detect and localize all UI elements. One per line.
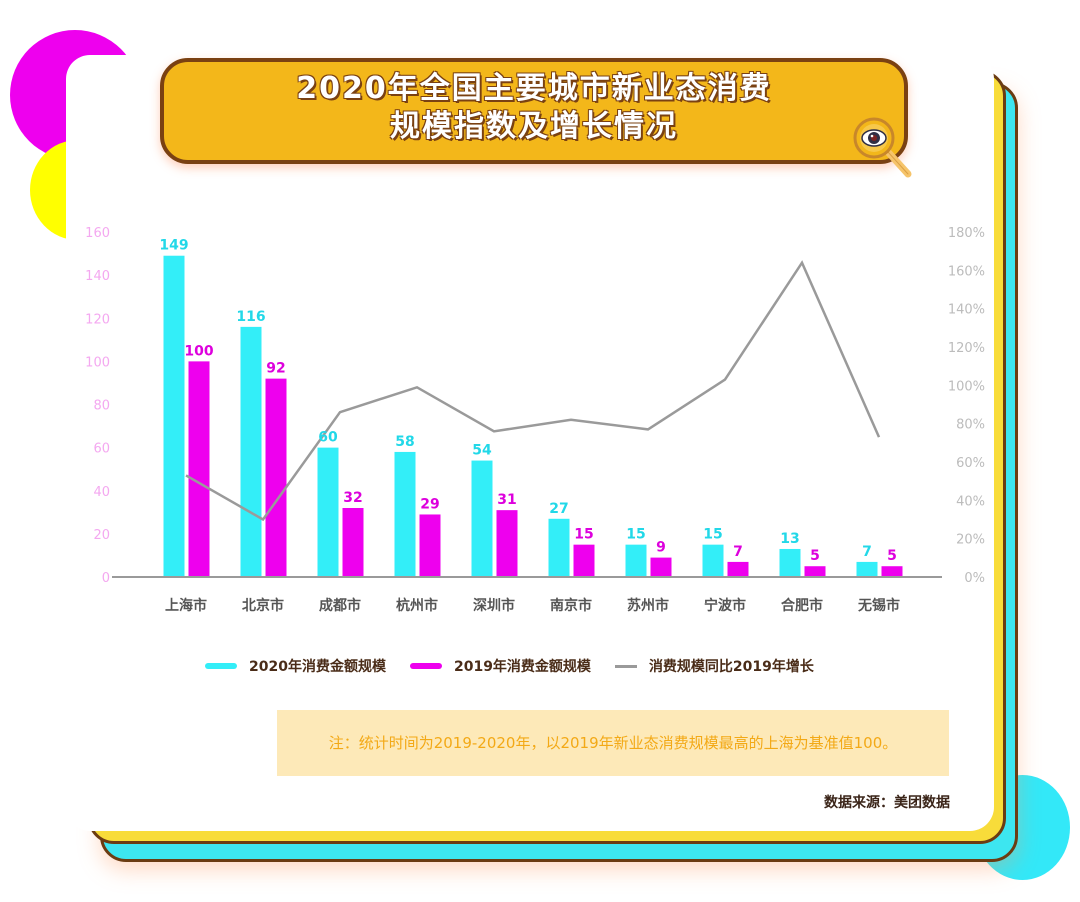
bar-2019 bbox=[265, 378, 287, 577]
bar-2020 bbox=[394, 451, 416, 577]
bar-2020 bbox=[625, 544, 647, 577]
bar-2020 bbox=[317, 447, 339, 577]
bar-label-2019: 9 bbox=[656, 540, 666, 556]
bar-label-2019: 31 bbox=[497, 492, 516, 508]
bar-label-2019: 29 bbox=[420, 496, 439, 512]
x-axis-label: 合肥市 bbox=[781, 597, 823, 614]
x-axis-label: 深圳市 bbox=[473, 597, 515, 614]
legend-swatch-2020 bbox=[205, 663, 237, 669]
legend-label-2019: 2019年消费金额规模 bbox=[453, 659, 591, 675]
bar-2019 bbox=[419, 514, 441, 577]
bar-label-2020: 13 bbox=[780, 531, 799, 547]
title-line-1: 2020年全国主要城市新业态消费 bbox=[296, 71, 772, 106]
bar-label-2019: 32 bbox=[343, 490, 362, 506]
bar-label-2020: 58 bbox=[395, 434, 414, 450]
x-axis-label: 苏州市 bbox=[627, 597, 669, 614]
left-axis-tick: 140 bbox=[85, 269, 110, 284]
magnifier-eye-icon bbox=[853, 117, 912, 178]
growth-line-series bbox=[185, 260, 881, 522]
chart-legend: 2020年消费金额规模 2019年消费金额规模 消费规模同比2019年增长 bbox=[205, 656, 838, 676]
bar-label-2019: 100 bbox=[184, 343, 213, 359]
bar-2019 bbox=[727, 561, 749, 577]
title-line-2: 规模指数及增长情况 bbox=[390, 109, 678, 144]
bar-2019 bbox=[881, 566, 903, 577]
bar-2019 bbox=[650, 557, 672, 577]
legend-swatch-growth bbox=[614, 664, 637, 668]
bar-label-2019: 5 bbox=[887, 548, 897, 564]
x-axis-label: 无锡市 bbox=[857, 597, 900, 614]
x-axis-label: 成都市 bbox=[319, 597, 361, 614]
data-source: 数据来源：美团数据 bbox=[824, 795, 950, 811]
legend-item-2020: 2020年消费金额规模 bbox=[205, 656, 386, 676]
legend-swatch-2019 bbox=[409, 663, 442, 669]
bar-label-2020: 15 bbox=[703, 527, 722, 543]
bar-2020 bbox=[471, 460, 493, 577]
right-y-axis: 0% 20% 40% 60% 80% 100% 120% 140% 160% 180% bbox=[948, 226, 985, 586]
left-axis-tick: 160 bbox=[85, 226, 110, 241]
bar-label-2020: 116 bbox=[236, 309, 265, 325]
left-y-axis: 0 20 40 60 80 100 120 140 160 bbox=[85, 226, 110, 586]
x-axis-label: 上海市 bbox=[165, 597, 207, 614]
bar-2019 bbox=[804, 566, 826, 577]
right-axis-tick: 40% bbox=[956, 494, 985, 509]
footnote-box: 注：统计时间为2019-2020年，以2019年新业态消费规模最高的上海为基准值… bbox=[277, 710, 949, 776]
bar-label-2020: 27 bbox=[549, 501, 568, 517]
title-banner: 2020年全国主要城市新业态消费 规模指数及增长情况 bbox=[160, 58, 908, 164]
x-axis-label: 宁波市 bbox=[704, 597, 746, 614]
legend-label-growth: 消费规模同比2019年增长 bbox=[648, 659, 814, 675]
bar-label-2020: 54 bbox=[472, 443, 492, 459]
right-axis-tick: 100% bbox=[948, 379, 985, 394]
right-axis-tick: 180% bbox=[948, 226, 985, 241]
left-axis-tick: 120 bbox=[85, 312, 110, 327]
right-axis-tick: 80% bbox=[956, 418, 985, 433]
bar-label-2020: 60 bbox=[318, 430, 338, 446]
right-axis-tick: 60% bbox=[956, 456, 985, 471]
bar-2020 bbox=[163, 255, 185, 577]
bar-label-2019: 5 bbox=[810, 548, 820, 564]
left-axis-tick: 20 bbox=[93, 528, 110, 543]
bar-2020 bbox=[240, 326, 262, 577]
bar-2019 bbox=[573, 544, 595, 577]
x-axis-label: 北京市 bbox=[242, 597, 284, 614]
x-axis-labels: 上海市 北京市 成都市 杭州市 深圳市 南京市 苏州市 宁波市 合肥市 无锡市 bbox=[165, 597, 900, 614]
x-axis-label: 南京市 bbox=[550, 597, 592, 614]
bar-2019 bbox=[496, 510, 518, 577]
bar-2020 bbox=[779, 548, 801, 577]
legend-item-2019: 2019年消费金额规模 bbox=[409, 656, 591, 676]
left-axis-tick: 80 bbox=[93, 399, 110, 414]
bar-label-2020: 15 bbox=[626, 527, 645, 543]
legend-label-2020: 2020年消费金额规模 bbox=[249, 659, 386, 675]
bar-2019 bbox=[188, 361, 210, 577]
right-axis-tick: 0% bbox=[964, 571, 985, 586]
right-axis-tick: 160% bbox=[948, 264, 985, 279]
bar-2020 bbox=[702, 544, 724, 577]
bar-label-2019: 7 bbox=[733, 544, 743, 560]
right-axis-tick: 120% bbox=[948, 341, 985, 356]
chart-card bbox=[66, 55, 994, 831]
bar-2019 bbox=[342, 508, 364, 577]
left-axis-tick: 0 bbox=[102, 571, 110, 586]
bar-label-2019: 92 bbox=[266, 361, 285, 377]
bar-2020 bbox=[856, 561, 878, 577]
legend-item-growth: 消费规模同比2019年增长 bbox=[614, 656, 814, 676]
x-axis-label: 杭州市 bbox=[396, 597, 438, 614]
left-axis-tick: 40 bbox=[93, 485, 110, 500]
right-axis-tick: 140% bbox=[948, 303, 985, 318]
bar-2020 bbox=[548, 518, 570, 577]
left-axis-tick: 60 bbox=[93, 442, 110, 457]
bar-label-2020: 7 bbox=[862, 544, 872, 560]
bar-label-2019: 15 bbox=[574, 527, 593, 543]
bar-label-2020: 149 bbox=[159, 238, 188, 254]
right-axis-tick: 20% bbox=[956, 533, 985, 548]
bar-series bbox=[163, 255, 903, 577]
left-axis-tick: 100 bbox=[85, 355, 110, 370]
